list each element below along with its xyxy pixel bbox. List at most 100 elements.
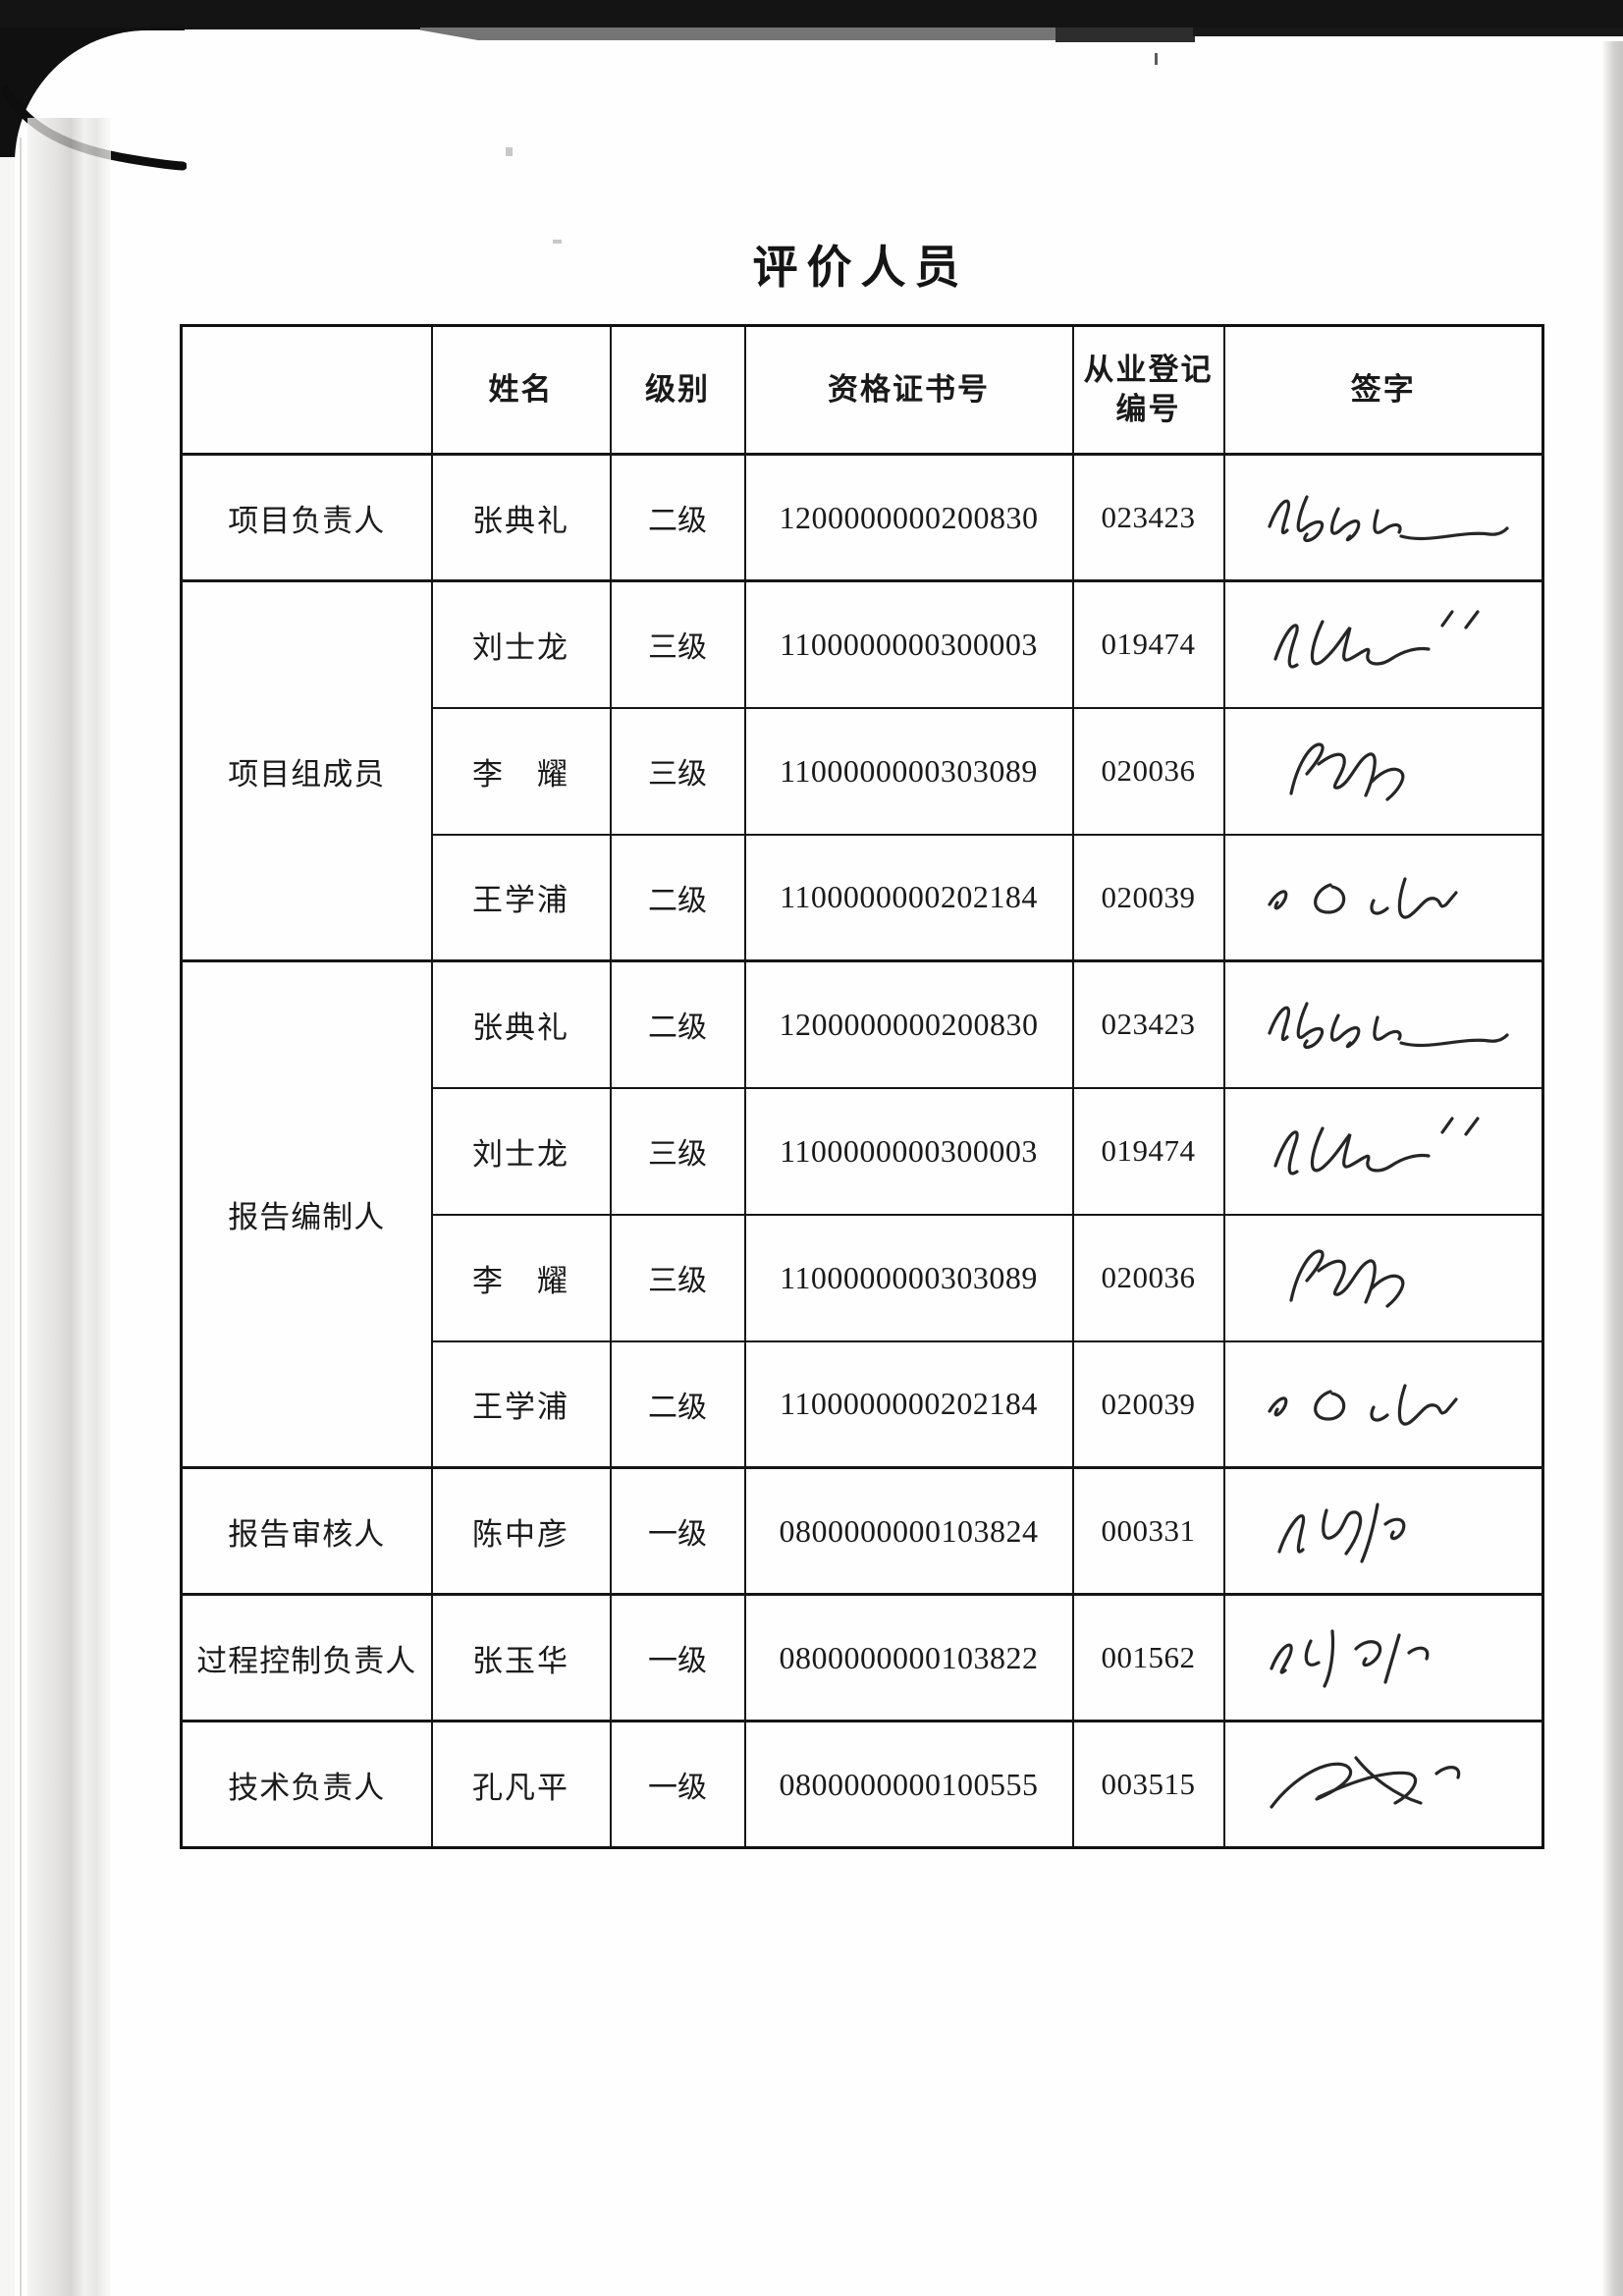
cell-signature <box>1222 453 1544 582</box>
cell-name: 李 耀 <box>430 1213 612 1342</box>
cell-level: 二级 <box>609 453 746 582</box>
handwritten-signature-icon <box>1268 1384 1458 1426</box>
table-row: 王学浦 二级 1100000000202184 020039 <box>182 1339 1544 1469</box>
handwritten-signature-icon <box>1268 1002 1509 1050</box>
scan-speck <box>553 240 562 244</box>
page-corner-curve <box>1 85 187 171</box>
cell-level: 三级 <box>609 1086 746 1216</box>
handwritten-signature-icon <box>1268 495 1509 542</box>
cell-name: 刘士龙 <box>430 1086 612 1216</box>
header-role <box>180 324 433 456</box>
cell-certificate-no: 1200000000200830 <box>743 959 1074 1089</box>
cell-name: 张玉华 <box>430 1593 612 1722</box>
cell-level: 二级 <box>609 959 746 1089</box>
cell-registration-no: 020039 <box>1071 1339 1225 1469</box>
cell-level: 二级 <box>609 833 746 962</box>
cell-certificate-no: 0800000000100555 <box>743 1720 1074 1849</box>
cell-registration-no: 023423 <box>1071 959 1225 1089</box>
cell-signature <box>1222 706 1544 836</box>
cell-signature <box>1222 1720 1544 1849</box>
row-label: 报告审核人 <box>180 1466 433 1596</box>
table-row: 报告编制人 张典礼 二级 1200000000200830 023423 <box>180 959 1544 1469</box>
cell-certificate-no: 1200000000200830 <box>743 453 1074 582</box>
scan-shadow-block <box>1055 27 1195 42</box>
header-registration-no: 从业登记编号 <box>1071 324 1225 456</box>
cell-level: 二级 <box>609 1339 746 1469</box>
table-row: 刘士龙 三级 1100000000300003 019474 <box>182 1086 1544 1216</box>
cell-certificate-no: 0800000000103822 <box>743 1593 1074 1722</box>
cell-registration-no: 023423 <box>1071 453 1225 582</box>
scan-page-shadow-wedge <box>420 27 1060 40</box>
cell-name: 李 耀 <box>430 706 612 836</box>
cell-level: 三级 <box>609 579 746 709</box>
personnel-table: 姓名 级别 资格证书号 从业登记编号 签字 项目负责人 张典礼 二级 12000000… <box>180 324 1544 1849</box>
scan-speck <box>1155 53 1158 65</box>
cell-registration-no: 019474 <box>1071 579 1225 709</box>
cell-registration-no: 020036 <box>1071 1213 1225 1342</box>
cell-name: 王学浦 <box>430 1339 612 1469</box>
cell-certificate-no: 1100000000303089 <box>743 1213 1074 1342</box>
cell-certificate-no: 0800000000103824 <box>743 1466 1074 1596</box>
cell-certificate-no: 1100000000202184 <box>743 833 1074 962</box>
cell-registration-no: 020036 <box>1071 706 1225 836</box>
cell-registration-no: 000331 <box>1071 1466 1225 1596</box>
scan-top-band-right <box>1193 27 1623 36</box>
cell-registration-no: 003515 <box>1071 1720 1225 1849</box>
header-level: 级别 <box>609 324 746 456</box>
cell-signature <box>1222 1213 1544 1342</box>
cell-signature <box>1222 1593 1544 1722</box>
cell-certificate-no: 1100000000300003 <box>743 579 1074 709</box>
cell-name: 孔凡平 <box>430 1720 612 1849</box>
cell-name: 张典礼 <box>430 959 612 1089</box>
cell-level: 三级 <box>609 1213 746 1342</box>
row-label: 技术负责人 <box>180 1720 433 1849</box>
header-signature: 签字 <box>1222 324 1544 456</box>
handwritten-signature-icon <box>1273 1117 1480 1175</box>
table-body: 项目负责人 张典礼 二级 1200000000200830 023423 项目组成员 刘士龙… <box>180 453 1544 1849</box>
cell-level: 一级 <box>609 1593 746 1722</box>
cell-signature <box>1222 1466 1544 1596</box>
page-title: 评价人员 <box>752 242 969 293</box>
row-label: 报告编制人 <box>180 959 433 1469</box>
table-header-row: 姓名 级别 资格证书号 从业登记编号 签字 <box>180 324 1544 456</box>
handwritten-signature-icon <box>1277 1503 1406 1563</box>
table-row: 报告审核人 陈中彦 一级 0800000000103824 000331 <box>180 1466 1544 1596</box>
cell-registration-no: 001562 <box>1071 1593 1225 1722</box>
cell-certificate-no: 1100000000303089 <box>743 706 1074 836</box>
handwritten-signature-icon <box>1273 610 1480 669</box>
table-row: 技术负责人 孔凡平 一级 0800000000100555 003515 <box>180 1720 1544 1849</box>
header-name: 姓名 <box>430 324 612 456</box>
table-row: 项目组成员 刘士龙 三级 1100000000300003 019474 <box>180 579 1544 962</box>
handwritten-signature-icon <box>1270 1629 1430 1688</box>
table-row: 王学浦 二级 1100000000202184 020039 <box>182 833 1544 962</box>
table-row: 李 耀三级 1100000000303089 020036 <box>182 1213 1544 1342</box>
handwritten-signature-icon <box>1289 742 1405 801</box>
cell-signature <box>1222 833 1544 962</box>
table-row: 过程控制负责人 张玉华 一级 0800000000103822 001562 <box>180 1593 1544 1722</box>
cell-signature <box>1222 579 1544 709</box>
header-certificate-no: 资格证书号 <box>743 324 1074 456</box>
book-spine-shading <box>27 118 111 2296</box>
cell-signature <box>1222 959 1544 1089</box>
handwritten-signature-icon <box>1270 1756 1461 1809</box>
cell-signature <box>1222 1086 1544 1216</box>
row-label: 过程控制负责人 <box>180 1593 433 1722</box>
cell-level: 一级 <box>609 1466 746 1596</box>
cell-level: 一级 <box>609 1720 746 1849</box>
page-edge-line <box>20 137 22 2296</box>
handwritten-signature-icon <box>1268 877 1458 919</box>
right-page-edge <box>1602 41 1623 2296</box>
cell-registration-no: 019474 <box>1071 1086 1225 1216</box>
cell-name: 张典礼 <box>430 453 612 582</box>
cell-certificate-no: 1100000000202184 <box>743 1339 1074 1469</box>
handwritten-signature-icon <box>1289 1249 1405 1308</box>
cell-signature <box>1222 1339 1544 1469</box>
row-label: 项目负责人 <box>180 453 433 582</box>
scan-speck <box>506 147 513 156</box>
cell-name: 陈中彦 <box>430 1466 612 1596</box>
cell-name: 王学浦 <box>430 833 612 962</box>
cell-registration-no: 020039 <box>1071 833 1225 962</box>
cell-name: 刘士龙 <box>430 579 612 709</box>
table-row: 项目负责人 张典礼 二级 1200000000200830 023423 <box>180 453 1544 582</box>
